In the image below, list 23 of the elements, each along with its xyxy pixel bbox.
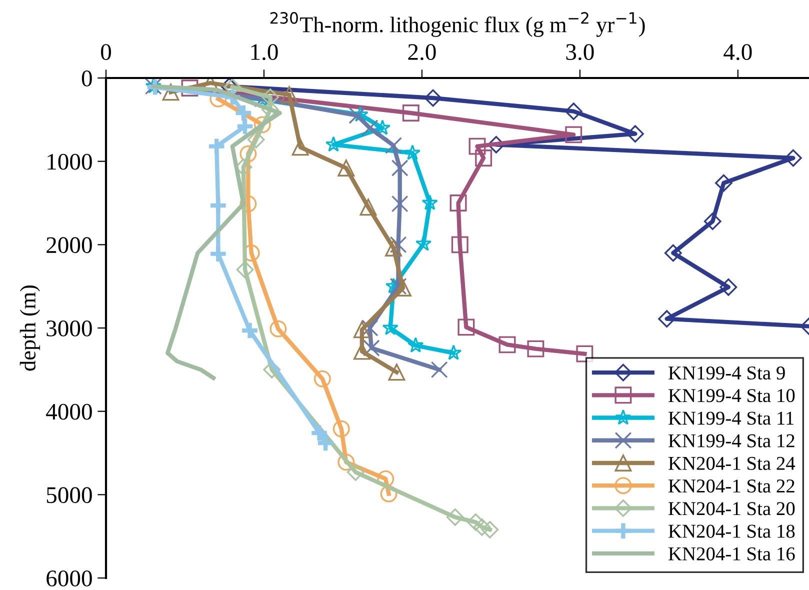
legend-label: KN199-4 Sta 12 (668, 434, 794, 448)
legend-label: KN199-4 Sta 11 (668, 412, 794, 425)
legend-label: KN204-1 Sta 18 (668, 524, 795, 538)
x-axis-title: $^{230}$Th-norm. lithogenic flux (g m$^{−2}$ yr$^{−1}$) (270, 12, 645, 37)
y-axis-title: depth (m) (20, 285, 40, 371)
x-tick-label: 0 (100, 44, 112, 60)
legend-label: KN199-4 Sta 10 (668, 389, 795, 402)
x-tick-label: 1.0 (251, 44, 278, 60)
y-tick-label: 3000 (46, 320, 92, 336)
y-tick-label: 0 (82, 70, 92, 86)
legend-label: KN199-4 Sta 9 (668, 366, 785, 380)
y-tick-label: 1000 (48, 154, 92, 170)
y-tick-label: 2000 (46, 237, 92, 254)
legend-label: KN204-1 Sta 16 (668, 547, 795, 560)
x-tick-label: 3.0 (566, 44, 594, 60)
legend-label: KN204-1 Sta 24 (668, 456, 796, 470)
y-tick-label: 6000 (46, 570, 92, 586)
legend-label: KN204-1 Sta 22 (668, 479, 794, 493)
x-tick-label: 4.0 (724, 44, 752, 60)
x-tick-label: 2.0 (408, 44, 436, 60)
y-tick-label: 4000 (46, 404, 92, 420)
y-tick-label: 5000 (46, 487, 92, 504)
legend-label: KN204-1 Sta 20 (668, 502, 795, 516)
